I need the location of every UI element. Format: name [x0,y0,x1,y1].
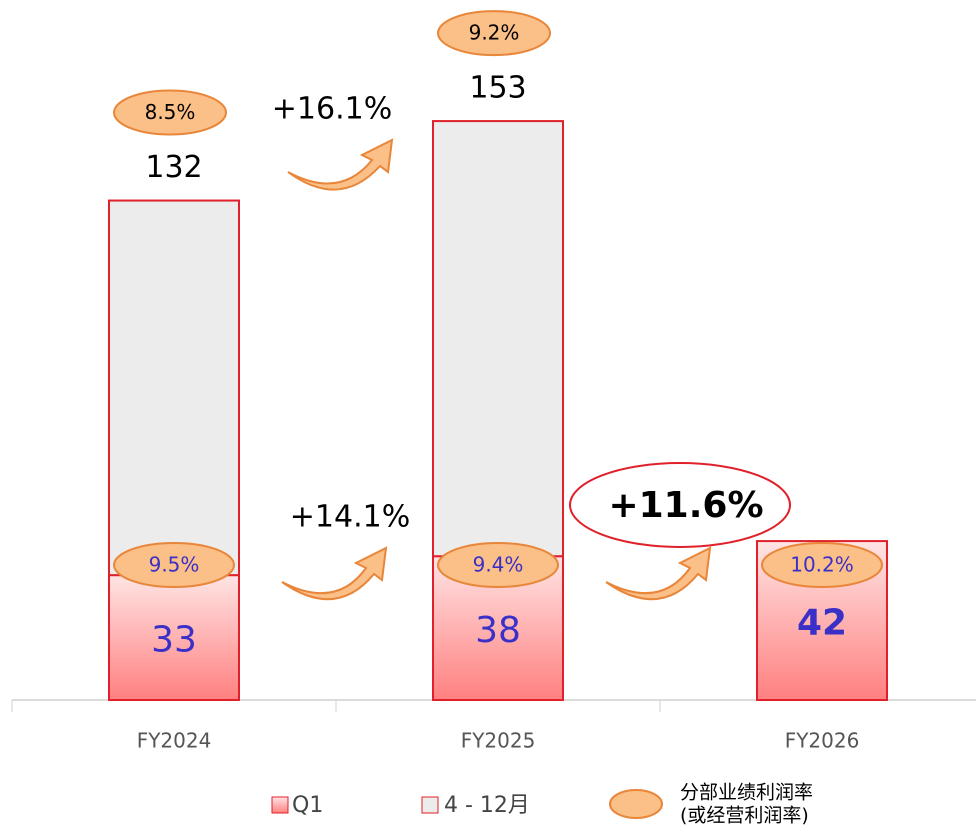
data-label: 42 [797,603,847,644]
legend-label: Q1 [292,793,323,818]
margin-bubble [113,89,227,136]
legend-label: 4 - 12月 [444,793,530,818]
arrow [605,546,712,601]
margin-label: 8.5% [145,100,196,124]
data-label: 33 [151,620,197,661]
growth-label: +16.1% [272,92,392,127]
bar-segment [432,120,564,558]
legend-label: (或经营利润率) [680,805,809,827]
arrow [281,546,388,601]
total-label: 153 [469,71,526,106]
x-tick-label: FY2024 [137,729,212,753]
growth-label: +11.6% [608,485,763,526]
legend-label: 分部业绩利润率 [680,782,813,804]
margin-label: 9.4% [473,553,524,577]
margin-label: 10.2% [790,553,854,577]
margin-bubble [437,542,559,588]
margin-label: 9.5% [149,553,200,577]
data-label: 38 [475,610,521,651]
legend-swatch [421,796,439,814]
growth-label: +14.1% [290,500,410,535]
bar-segment [108,574,240,701]
total-label: 132 [145,150,202,185]
margin-bubble [113,542,235,588]
legend-swatch [609,789,663,819]
bar-segment [108,199,240,577]
x-tick-label: FY2025 [461,729,536,753]
growth-arrows [281,138,712,601]
margin-bubble [437,10,551,57]
arrow [287,138,394,191]
x-tick-label: FY2026 [785,729,860,753]
margin-bubble [761,542,883,588]
legend-swatch [271,796,289,814]
highlight-ellipse [569,462,791,548]
margin-label: 9.2% [469,21,520,45]
